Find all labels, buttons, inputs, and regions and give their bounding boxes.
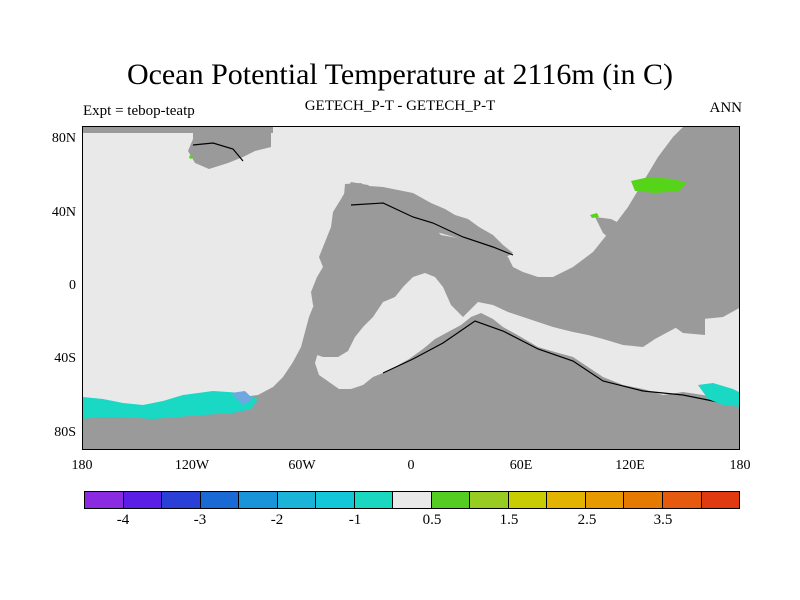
map-panel [82, 126, 740, 450]
colorbar-swatch [354, 492, 394, 508]
map-title: Ocean Potential Temperature at 2116m (in… [126, 58, 674, 91]
warm-anomaly-dot [189, 155, 193, 159]
cold-anomaly-region [83, 391, 258, 419]
y-tick-label: 80N [51, 131, 76, 146]
colorbar-label: 1.5 [499, 512, 519, 528]
colorbar-swatch [701, 492, 740, 508]
colorbar-label: -1 [348, 512, 362, 528]
x-tick-label: 60W [288, 458, 316, 473]
colorbar-swatch [470, 492, 509, 508]
colorbar-swatch [162, 492, 201, 508]
land-north-strip [83, 127, 273, 133]
x-tick-label: 180 [729, 458, 751, 473]
x-tick-label: 0 [407, 458, 415, 473]
colorbar-label: 0.5 [422, 512, 442, 528]
colorbar-swatch [662, 492, 702, 508]
warm-anomaly-region [631, 177, 687, 193]
land-americas [311, 127, 739, 357]
colorbar-swatch [393, 492, 432, 508]
y-tick-label: 0 [69, 278, 76, 293]
colorbar [84, 491, 740, 509]
colorbar-swatch [585, 492, 625, 508]
colorbar-swatch [508, 492, 548, 508]
land-antarctica [83, 419, 739, 449]
y-tick-label: 80S [54, 425, 76, 440]
y-tick-label: 40S [54, 351, 76, 366]
colorbar-label: 3.5 [653, 512, 673, 528]
colorbar-swatch [624, 492, 663, 508]
colorbar-swatch [316, 492, 355, 508]
land-east-island-1 [638, 187, 701, 219]
map-subtitle: GETECH_P-T - GETECH_P-T [304, 98, 496, 114]
x-tick-label: 60E [509, 458, 533, 473]
y-tick-label: 40N [51, 205, 76, 220]
colorbar-swatch [277, 492, 317, 508]
experiment-label: Expt = tebop-teatp [83, 103, 195, 119]
colorbar-swatch [200, 492, 240, 508]
colorbar-swatch [123, 492, 163, 508]
colorbar-label: 2.5 [577, 512, 597, 528]
warm-anomaly-small [590, 213, 599, 218]
colorbar-label: -3 [193, 512, 207, 528]
colorbar-swatch [239, 492, 278, 508]
colorbar-swatch [85, 492, 124, 508]
cold-anomaly-region-east [698, 383, 739, 407]
cold-anomaly-small [231, 391, 253, 405]
x-tick-label: 120W [174, 458, 210, 473]
coastline [192, 142, 724, 404]
colorbar-swatch [431, 492, 471, 508]
land-east-island-3 [667, 257, 693, 297]
land-east-small [713, 245, 729, 267]
land-east-strip [657, 303, 705, 335]
land-west-continent [83, 183, 739, 449]
colorbar-swatch [547, 492, 586, 508]
season-label: ANN [709, 100, 743, 116]
x-tick-label: 120E [615, 458, 645, 473]
map-svg [83, 127, 739, 449]
colorbar-label: -2 [270, 512, 284, 528]
x-tick-label: 180 [71, 458, 93, 473]
colorbar-label: -4 [116, 512, 130, 528]
land-east-island-2 [595, 217, 649, 253]
